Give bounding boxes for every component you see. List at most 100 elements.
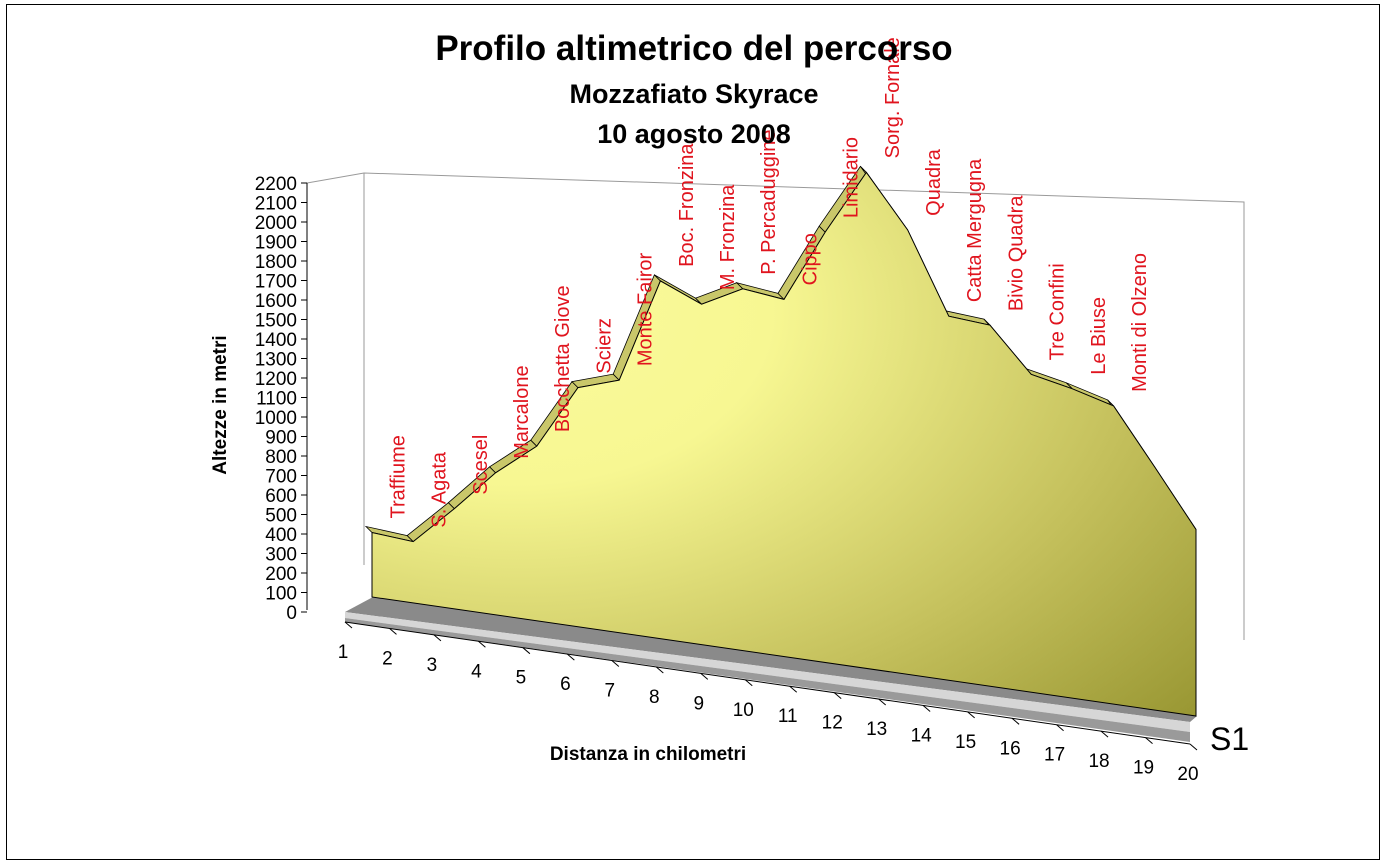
y-tick-label: 300: [265, 545, 297, 566]
waypoint-label: Monti di Olzeno: [1129, 253, 1151, 392]
y-tick-label: 600: [265, 486, 297, 507]
x-tick-mark: [700, 672, 709, 680]
waypoint-label: Limidario: [841, 137, 863, 218]
wall-back-edge: [306, 172, 1245, 640]
waypoint-label: Bivio Quadra: [1005, 195, 1027, 311]
y-tick-label: 800: [265, 447, 297, 468]
y-tick-label: 900: [265, 428, 297, 449]
waypoint-label: Catta Mergugna: [964, 158, 986, 302]
x-tick-mark: [922, 705, 931, 712]
y-tick-label: 1200: [255, 369, 297, 390]
waypoint-label: P. Percaduggine: [758, 129, 780, 274]
x-tick-mark: [1056, 724, 1064, 732]
chart-walls: [306, 172, 1245, 640]
x-tick-mark: [567, 653, 575, 661]
y-tick-label: 1000: [255, 408, 297, 429]
x-tick-label: 9: [694, 693, 705, 714]
area-front-face: [371, 171, 1197, 717]
x-tick-label: 7: [605, 681, 616, 702]
waypoint-label: Bocchetta Giove: [552, 285, 574, 432]
x-tick-label: 11: [778, 706, 798, 727]
y-tick-label: 1500: [255, 311, 297, 332]
waypoint-label: Scierz: [593, 318, 615, 374]
y-tick-label: 1800: [255, 252, 297, 273]
y-tick-label: 2000: [255, 213, 297, 234]
y-tick-label: 2200: [255, 174, 297, 195]
y-tick-label: 1100: [256, 389, 297, 410]
floor-top-band: [345, 597, 1197, 722]
waypoint-label: M. Fronzina: [717, 184, 739, 290]
y-tick-label: 700: [265, 467, 297, 488]
waypoint-label: S. Agata: [429, 451, 451, 527]
waypoint-label: Sorg. Fornale: [882, 37, 904, 158]
x-tick-label: 4: [471, 661, 482, 682]
x-tick-label: 15: [955, 732, 976, 753]
y-tick-label: 500: [265, 506, 297, 527]
x-tick-mark: [789, 685, 798, 693]
waypoint-label: Le Biuse: [1088, 297, 1110, 375]
x-tick-label: 12: [822, 713, 843, 734]
x-tick-label: 19: [1133, 758, 1154, 779]
x-tick-mark: [433, 634, 442, 642]
series-label: S1: [1210, 721, 1249, 757]
x-tick-label: 16: [1000, 738, 1021, 759]
x-tick-label: 8: [649, 687, 660, 708]
chart-date: 10 agosto 2008: [597, 119, 791, 149]
y-axis-label: Altezze in metri: [210, 335, 231, 474]
waypoint-label: Cippo: [799, 233, 821, 285]
floor-low-band: [345, 618, 1190, 742]
x-tick-label: 10: [733, 700, 754, 721]
x-tick-mark: [967, 711, 975, 719]
x-tick-mark: [655, 666, 664, 674]
elevation-area: [364, 165, 1197, 717]
y-tick-label: 0: [286, 603, 297, 624]
y-tick-label: 1900: [255, 233, 297, 254]
chart-floor: [344, 597, 1197, 745]
y-tick-label: 200: [265, 564, 297, 585]
waypoint-label: Boc. Fronzina: [676, 143, 698, 267]
y-tick-label: 1600: [255, 291, 297, 312]
waypoint-label: Traffiume: [387, 435, 409, 518]
waypoint-label: Marcalone: [511, 365, 533, 458]
waypoint-label: Tre Confini: [1047, 263, 1069, 360]
x-tick-label: 18: [1088, 751, 1109, 772]
chart-subtitle: Mozzafiato Skyrace: [569, 79, 818, 109]
x-tick-label: 5: [516, 668, 527, 689]
waypoint-label: Quadra: [923, 148, 945, 216]
x-tick-mark: [744, 679, 753, 687]
x-tick-label: 20: [1177, 764, 1198, 785]
x-tick-label: 6: [560, 674, 571, 695]
x-tick-label: 2: [382, 648, 393, 669]
x-tick-mark: [1189, 743, 1198, 751]
x-tick-label: 17: [1044, 745, 1065, 766]
waypoint-label: Scesel: [470, 435, 492, 495]
x-tick-mark: [344, 621, 353, 629]
y-tick-label: 1300: [255, 350, 297, 371]
x-tick-mark: [878, 698, 887, 706]
x-tick-label: 3: [427, 655, 438, 676]
floor-mid-band: [345, 612, 1190, 732]
y-tick-label: 1400: [255, 330, 297, 351]
x-tick-mark: [478, 640, 486, 648]
x-tick-label: 14: [911, 725, 933, 746]
x-axis-line: [344, 621, 1191, 745]
x-tick-mark: [1011, 717, 1020, 725]
waypoint-labels: Traffiume S. Agata Scesel Marcalone Bocchett…: [387, 37, 1151, 527]
x-tick-label: 13: [866, 719, 887, 740]
y-tick-label: 400: [265, 525, 297, 546]
x-tick-mark: [522, 647, 531, 655]
chart-title: Profilo altimetrico del percorso: [435, 29, 952, 68]
x-tick-mark: [389, 628, 397, 635]
y-tick-label: 1700: [255, 272, 297, 293]
x-tick-mark: [1100, 730, 1109, 738]
y-tick-label: 100: [265, 584, 297, 605]
y-tick-label: 2100: [255, 194, 297, 215]
x-tick-mark: [833, 692, 842, 700]
x-tick-label: 1: [338, 642, 349, 663]
x-tick-mark: [611, 660, 620, 667]
waypoint-label: Monte Fairor: [635, 252, 657, 366]
y-axis-ticks: 0100200300400500600700800900100011001200…: [255, 174, 307, 624]
x-axis-label: Distanza in chilometri: [550, 744, 746, 765]
x-tick-mark: [1145, 737, 1153, 744]
